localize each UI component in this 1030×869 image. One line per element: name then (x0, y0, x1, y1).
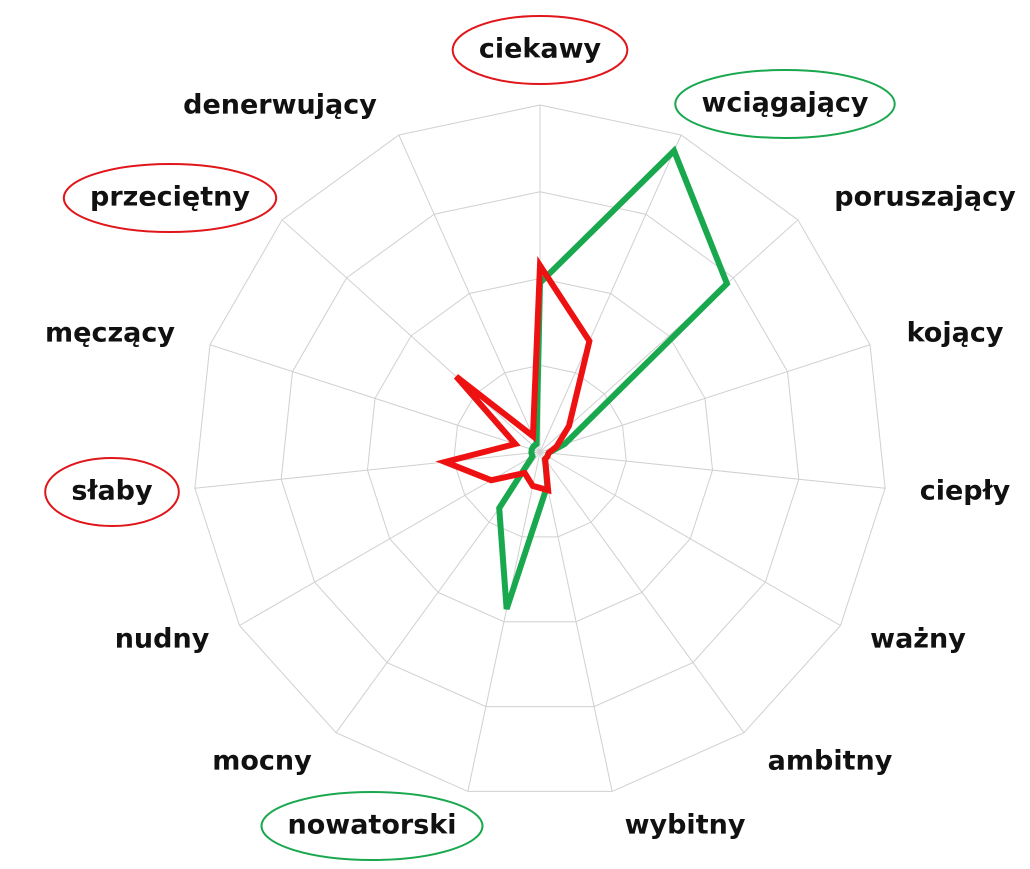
highlight-ellipse (674, 69, 896, 139)
category-label: wybitny (625, 810, 746, 841)
grid-ring (453, 364, 627, 538)
axis-line (194, 451, 541, 489)
axis-line (539, 451, 745, 734)
axis-line (281, 219, 541, 453)
category-label: wciągający (701, 88, 868, 119)
series-line (435, 256, 593, 495)
axis-line (539, 219, 799, 453)
highlight-ellipse (451, 15, 629, 85)
axis-line (467, 451, 541, 792)
axis-line (209, 344, 541, 453)
grid-ring (194, 104, 886, 792)
category-label: nowatorski (288, 810, 457, 841)
category-label: nudny (115, 624, 210, 655)
axis-line (539, 344, 871, 453)
axis-line (539, 451, 886, 489)
grid-ring (366, 277, 714, 623)
category-label: ambitny (768, 746, 893, 777)
axis-line (539, 451, 613, 792)
highlight-ellipse (62, 163, 278, 233)
grid-ring (280, 191, 800, 708)
category-label: denerwujący (183, 90, 377, 121)
axis-line (398, 134, 541, 453)
highlight-ellipse (44, 457, 180, 527)
category-label: kojący (907, 318, 1004, 349)
axis-line (539, 134, 682, 453)
category-label: ciekawy (479, 34, 602, 65)
category-label: przeciętny (90, 182, 250, 213)
category-label: słaby (71, 476, 153, 507)
category-label: męczący (45, 318, 175, 349)
category-label: ważny (870, 624, 966, 655)
category-label: ciepły (920, 476, 1011, 507)
category-label: poruszający (834, 182, 1016, 213)
series-line (496, 145, 731, 610)
highlight-ellipse (260, 791, 484, 861)
category-label: mocny (212, 746, 312, 777)
axis-line (539, 451, 841, 626)
